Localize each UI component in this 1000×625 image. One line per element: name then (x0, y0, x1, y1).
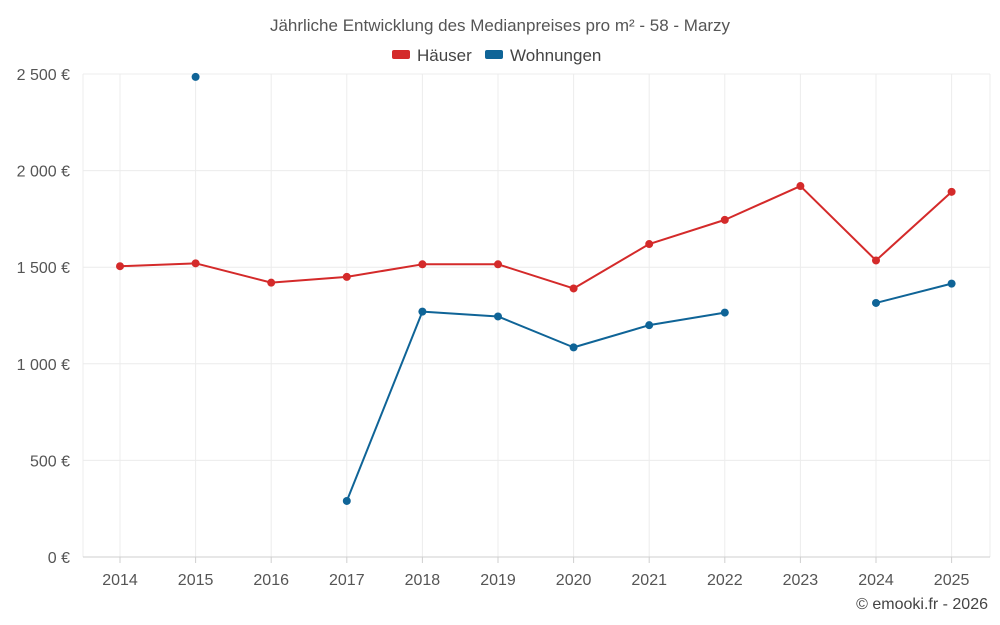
data-point-wohnungen-2020[interactable] (569, 343, 578, 352)
y-tick-label: 2 500 € (17, 67, 70, 84)
data-point-haeuser-2024[interactable] (872, 256, 880, 265)
y-tick-label: 0 € (48, 550, 70, 567)
data-point-haeuser-2019[interactable] (494, 260, 502, 269)
legend: Häuser Wohnungen (392, 46, 601, 65)
series-line-haeuser-0 (119, 185, 953, 290)
chart-title: Jährliche Entwicklung des Medianpreises … (270, 16, 731, 35)
data-point-haeuser-2023[interactable] (796, 182, 805, 191)
credit-text: © emooki.fr - 2026 (856, 596, 988, 613)
x-tick-label: 2019 (480, 572, 516, 589)
x-tick-label: 2015 (178, 572, 214, 589)
x-tick-label: 2025 (934, 572, 970, 589)
y-tick-label: 1 000 € (17, 357, 70, 374)
legend-label-wohnungen[interactable]: Wohnungen (510, 46, 601, 65)
grid (82, 73, 991, 557)
data-point-haeuser-2016[interactable] (267, 278, 276, 287)
x-tick-label: 2014 (102, 572, 138, 589)
data-point-haeuser-2018[interactable] (418, 260, 427, 269)
x-tick-label: 2022 (707, 572, 743, 589)
data-point-haeuser-2015[interactable] (191, 259, 200, 268)
series-line-wohnungen-2 (875, 282, 952, 304)
series-layer (116, 72, 956, 505)
legend-label-haeuser[interactable]: Häuser (417, 46, 472, 65)
y-tick-label: 1 500 € (17, 260, 70, 277)
data-point-haeuser-2014[interactable] (116, 262, 124, 271)
data-point-wohnungen-2019[interactable] (494, 312, 502, 321)
x-tick-label: 2017 (329, 572, 365, 589)
y-tick-label: 500 € (30, 453, 70, 470)
data-point-wohnungen-2015[interactable] (191, 72, 200, 81)
data-point-wohnungen-2022[interactable] (720, 308, 729, 317)
data-point-haeuser-2022[interactable] (720, 215, 729, 224)
y-tick-label: 2 000 € (17, 164, 70, 181)
data-point-wohnungen-2021[interactable] (645, 321, 654, 330)
legend-swatch-wohnungen (485, 50, 503, 59)
data-point-wohnungen-2017[interactable] (342, 496, 351, 505)
data-point-wohnungen-2025[interactable] (947, 279, 956, 288)
data-point-haeuser-2020[interactable] (569, 284, 578, 293)
legend-swatch-haeuser (392, 50, 410, 59)
x-tick-label: 2023 (783, 572, 819, 589)
data-point-wohnungen-2018[interactable] (418, 307, 427, 316)
x-tick-label: 2016 (253, 572, 289, 589)
data-point-haeuser-2025[interactable] (947, 187, 956, 196)
data-point-haeuser-2021[interactable] (645, 240, 654, 249)
series-line-wohnungen-1 (345, 310, 725, 502)
x-tick-label: 2021 (631, 572, 667, 589)
data-point-haeuser-2017[interactable] (342, 272, 351, 281)
data-point-wohnungen-2024[interactable] (872, 298, 880, 307)
x-tick-label: 2018 (405, 572, 441, 589)
x-tick-label: 2024 (858, 572, 894, 589)
axes: 0 € 500 € 1 000 € 1 500 € 2 000 € 2 500 € 2014… (17, 67, 990, 589)
x-tick-label: 2020 (556, 572, 592, 589)
